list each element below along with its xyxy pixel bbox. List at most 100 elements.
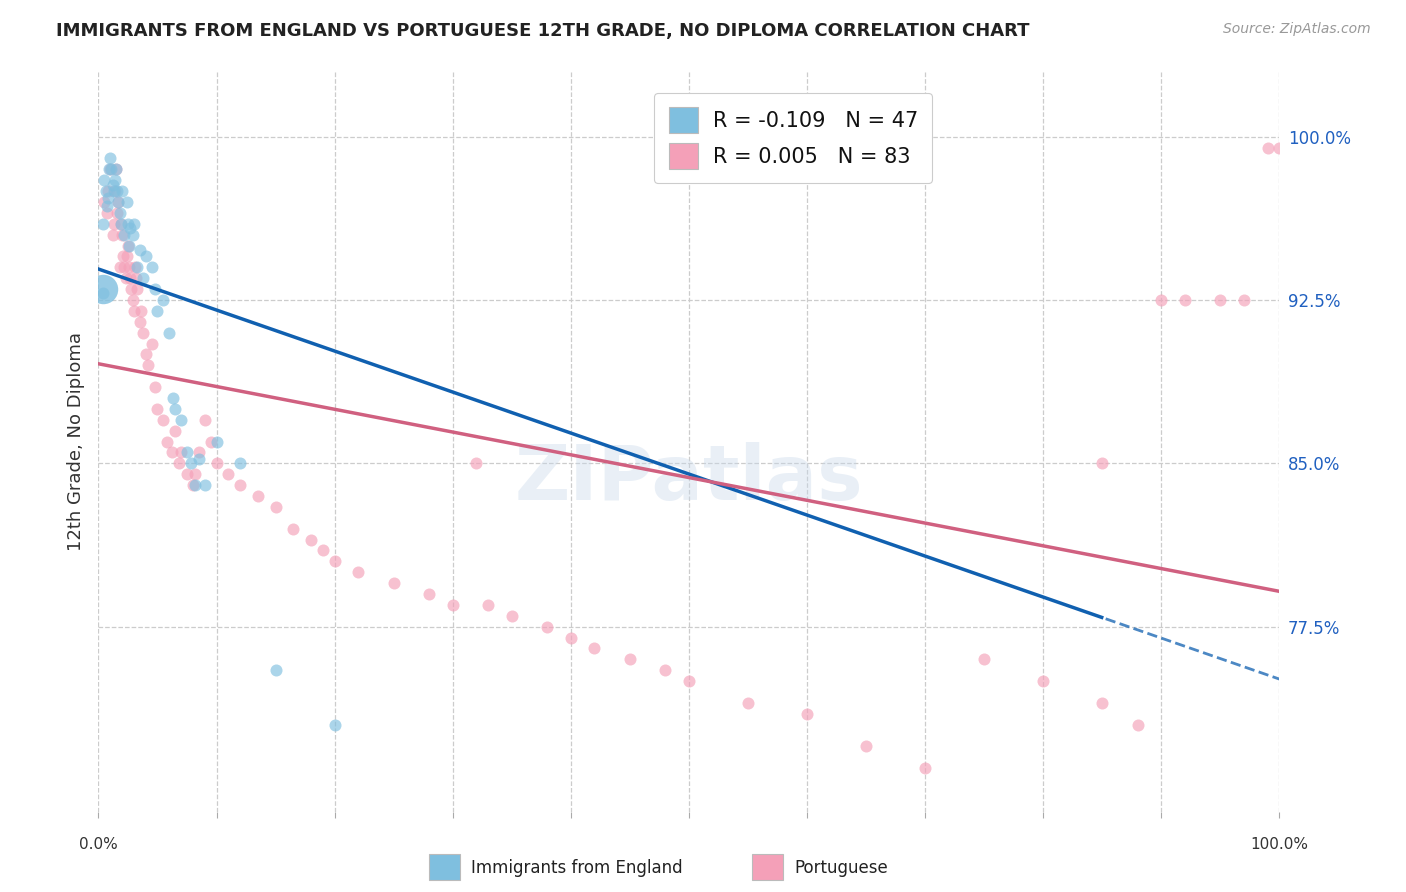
Point xyxy=(477,598,499,612)
Point xyxy=(200,434,222,449)
Point xyxy=(122,217,145,231)
Point xyxy=(141,260,163,275)
Point xyxy=(162,391,184,405)
Point xyxy=(170,413,193,427)
Point xyxy=(94,184,117,198)
Point xyxy=(120,271,142,285)
Point xyxy=(737,696,759,710)
Point xyxy=(128,243,150,257)
Text: Portuguese: Portuguese xyxy=(794,859,889,877)
Point xyxy=(120,221,142,235)
Point xyxy=(973,652,995,666)
Point xyxy=(143,282,166,296)
Point xyxy=(299,533,322,547)
Point xyxy=(101,178,124,192)
Point xyxy=(118,238,141,252)
Text: ZIPatlas: ZIPatlas xyxy=(515,442,863,516)
Point xyxy=(152,413,174,427)
Point xyxy=(283,522,305,536)
Point xyxy=(125,271,148,285)
Y-axis label: 12th Grade, No Diploma: 12th Grade, No Diploma xyxy=(66,332,84,551)
Point xyxy=(855,739,877,754)
Point xyxy=(103,217,125,231)
Point xyxy=(91,217,114,231)
Point xyxy=(796,140,818,154)
Point xyxy=(465,456,488,470)
Point xyxy=(194,478,217,492)
Point xyxy=(165,401,187,416)
Point xyxy=(1174,293,1197,307)
Point xyxy=(105,184,128,198)
Point xyxy=(128,315,150,329)
Point xyxy=(111,227,134,242)
Point xyxy=(217,467,239,482)
Point xyxy=(135,347,157,361)
Point xyxy=(98,152,121,166)
Point xyxy=(441,598,464,612)
Point xyxy=(110,217,132,231)
Point xyxy=(157,326,180,340)
Legend: R = -0.109   N = 47, R = 0.005   N = 83: R = -0.109 N = 47, R = 0.005 N = 83 xyxy=(654,93,932,183)
Point xyxy=(347,565,370,579)
Point xyxy=(97,184,120,198)
Point xyxy=(194,413,217,427)
Point xyxy=(127,260,149,275)
Point xyxy=(112,260,135,275)
Point xyxy=(110,217,132,231)
Point xyxy=(619,652,641,666)
Point xyxy=(1150,293,1173,307)
Point xyxy=(165,424,187,438)
Point xyxy=(115,250,138,264)
Text: 0.0%: 0.0% xyxy=(79,837,118,852)
Point xyxy=(115,194,138,209)
Point xyxy=(112,227,135,242)
Point xyxy=(914,761,936,775)
Point xyxy=(132,271,155,285)
Point xyxy=(97,191,120,205)
Point xyxy=(1091,696,1114,710)
Point xyxy=(91,282,114,296)
Point xyxy=(264,500,287,514)
Point xyxy=(103,184,125,198)
Point xyxy=(93,194,115,209)
Point xyxy=(264,663,287,677)
Point xyxy=(184,478,207,492)
Point xyxy=(205,434,228,449)
Point xyxy=(176,445,198,459)
Point xyxy=(246,489,269,503)
Point xyxy=(170,445,193,459)
Point xyxy=(312,543,335,558)
Point xyxy=(104,184,127,198)
Point xyxy=(187,452,209,467)
Text: Source: ZipAtlas.com: Source: ZipAtlas.com xyxy=(1223,22,1371,37)
Point xyxy=(184,467,207,482)
Point xyxy=(91,286,114,301)
Point xyxy=(205,456,228,470)
Point xyxy=(146,304,169,318)
Point xyxy=(583,641,606,656)
Point xyxy=(560,631,582,645)
Point xyxy=(796,706,818,721)
Point xyxy=(323,717,346,731)
Point xyxy=(1257,140,1279,154)
Point xyxy=(501,608,523,623)
Point xyxy=(167,456,190,470)
Point xyxy=(1233,293,1256,307)
Point xyxy=(105,206,128,220)
Point xyxy=(111,184,134,198)
Point xyxy=(135,250,157,264)
Point xyxy=(114,271,136,285)
Point xyxy=(181,478,204,492)
Point xyxy=(160,445,183,459)
Point xyxy=(121,293,143,307)
Point xyxy=(96,199,118,213)
Point xyxy=(156,434,179,449)
Point xyxy=(141,336,163,351)
Point xyxy=(1126,717,1149,731)
Point xyxy=(382,576,405,591)
Text: IMMIGRANTS FROM ENGLAND VS PORTUGUESE 12TH GRADE, NO DIPLOMA CORRELATION CHART: IMMIGRANTS FROM ENGLAND VS PORTUGUESE 12… xyxy=(56,22,1029,40)
Point xyxy=(105,162,128,177)
Point xyxy=(1268,140,1291,154)
Text: 100.0%: 100.0% xyxy=(1250,837,1309,852)
Point xyxy=(143,380,166,394)
